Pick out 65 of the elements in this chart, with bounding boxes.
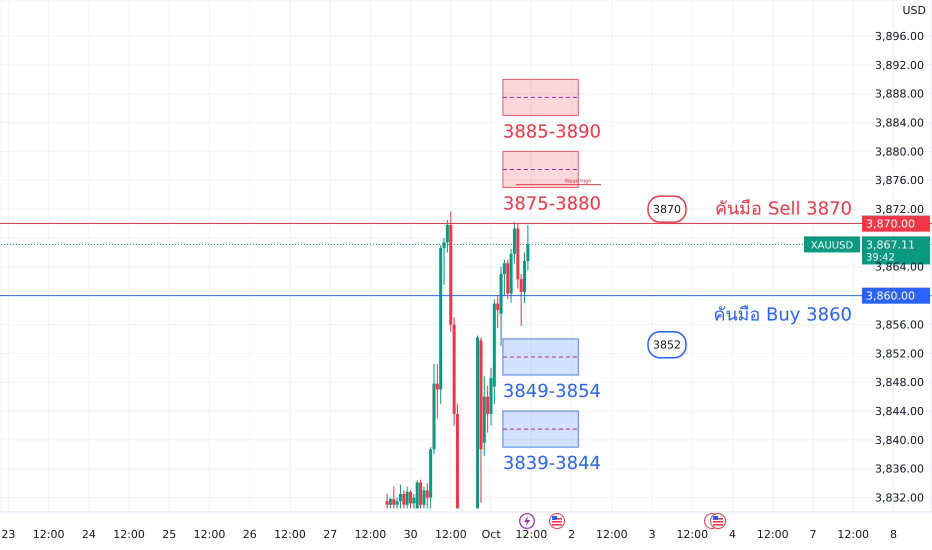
x-tick-label: 27 [323, 528, 338, 541]
x-tick-label: 12:00 [194, 528, 226, 541]
y-tick-label: 3,872.00 [875, 203, 924, 216]
annotation: 3,867.11 [866, 238, 915, 252]
y-tick-label: 3,836.00 [875, 462, 924, 476]
y-tick-label: 3,896.00 [875, 30, 924, 43]
y-axis-title: USD [902, 4, 926, 17]
ref-line-label: คันมือ Sell 3870 [715, 198, 852, 220]
x-tick-label: 12:00 [274, 528, 306, 541]
candlestick [402, 490, 406, 509]
x-tick-label: 25 [162, 528, 176, 541]
candlestick [422, 486, 426, 509]
annotation: 3,860.00 [866, 290, 915, 303]
y-tick-label: 3,856.00 [875, 318, 924, 332]
x-tick-label: 7 [809, 528, 816, 541]
candlestick [406, 486, 409, 509]
x-tick-label: 12:00 [113, 528, 145, 541]
candlestick [426, 482, 429, 509]
band-label: 3885-3890 [502, 121, 602, 142]
x-tick-label: 30 [404, 528, 418, 541]
x-tick-label: 3 [648, 528, 656, 541]
annotation: 3,870.00 [866, 218, 915, 231]
x-tick-label: 12:00 [32, 528, 64, 541]
x-tick-label: 26 [242, 528, 257, 541]
ref-line-label: XAUUSD [810, 240, 854, 252]
x-tick-label: 2 [568, 528, 576, 541]
y-tick-label: 3,852.00 [875, 347, 924, 360]
candlestick [392, 486, 396, 509]
annotation: 3870 [653, 203, 682, 216]
band-label: 3849-3854 [502, 380, 602, 402]
x-tick-label: 12:00 [676, 528, 708, 541]
y-tick-label: 3,844.00 [875, 404, 924, 418]
candlestick [398, 484, 402, 509]
y-tick-label: 3,884.00 [875, 116, 924, 130]
x-tick-label: 12:00 [596, 528, 628, 541]
ref-line-label: คันมือ Buy 3860 [713, 304, 852, 326]
y-tick-label: 3,876.00 [875, 174, 924, 188]
candlestick [419, 479, 422, 509]
y-tick-label: 3,888.00 [875, 88, 924, 101]
x-tick-label: Oct [482, 528, 502, 541]
x-tick-label: 8 [890, 528, 897, 541]
candlestick [386, 493, 389, 509]
y-tick-label: 3,864.00 [875, 260, 924, 274]
band-label: 3875-3880 [502, 193, 602, 214]
candlestick [496, 295, 500, 329]
y-tick-label: 3,880.00 [875, 145, 924, 158]
annotation: 3852 [653, 338, 682, 352]
x-tick-label: 4 [729, 528, 736, 541]
band-label: 3839-3844 [502, 453, 602, 474]
x-tick-label: 12:00 [516, 528, 548, 541]
x-tick-label: 23 [1, 528, 16, 541]
x-tick-label: 12:00 [756, 528, 789, 541]
candlestick [486, 385, 490, 434]
x-tick-label: 12:00 [354, 528, 386, 541]
x-tick-label: 24 [82, 528, 96, 541]
x-tick-label: 12:00 [435, 528, 467, 541]
annotation: 39:42 [866, 252, 895, 264]
y-tick-label: 3,848.00 [875, 376, 924, 390]
x-tick-label: 12:00 [837, 528, 870, 541]
y-tick-label: 3,892.00 [875, 58, 924, 72]
candlestick [388, 497, 392, 509]
candlestick [436, 364, 439, 419]
y-tick-label: 3,832.00 [875, 491, 924, 504]
y-tick-label: 3,840.00 [875, 434, 924, 447]
candlestick [409, 490, 412, 509]
